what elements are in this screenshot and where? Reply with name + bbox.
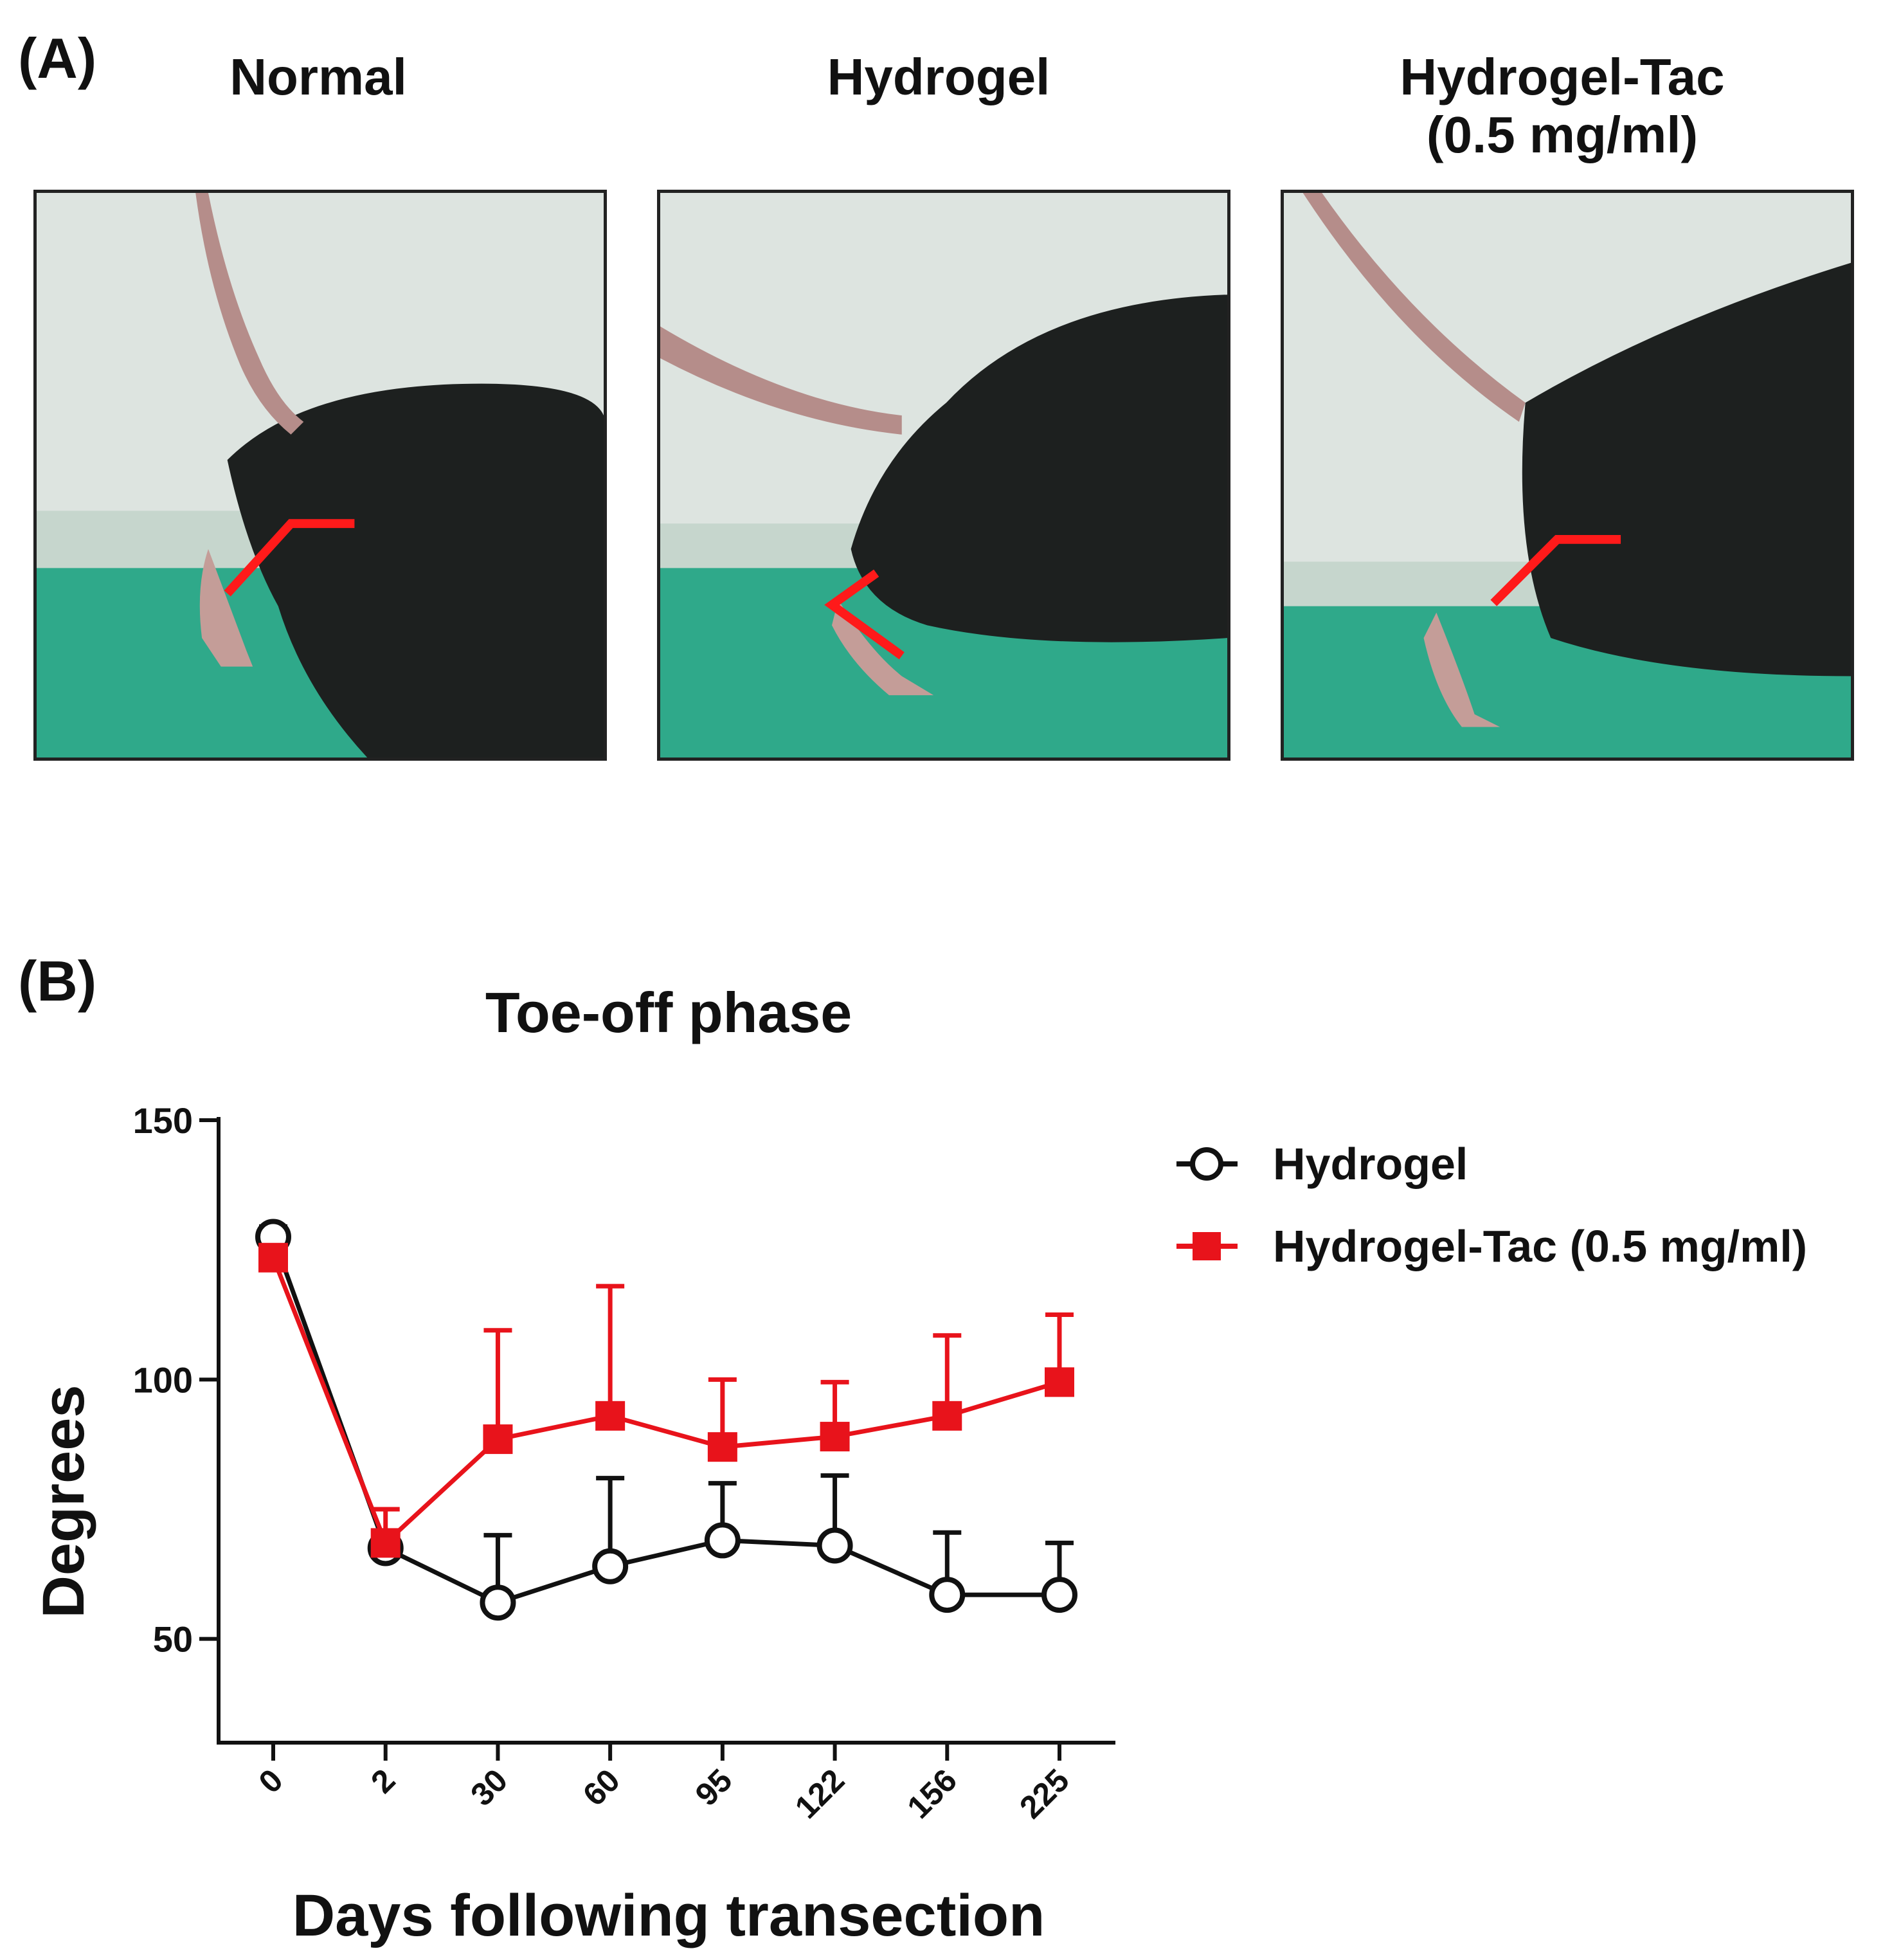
marker-hydrogel <box>929 1577 966 1613</box>
x-tick-label: 122 <box>788 1762 852 1826</box>
chart-legend: Hydrogel Hydrogel-Tac (0.5 mg/ml) <box>1176 1139 1807 1271</box>
panel-b-label: (B) <box>18 949 97 1013</box>
marker-hydrogel-tac <box>820 1422 850 1452</box>
toe-off-chart: Toe-off phase Degrees Days following tra… <box>31 981 1807 1948</box>
photo-normal <box>33 190 607 761</box>
marker-hydrogel <box>816 1527 853 1564</box>
y-tick-label: 150 <box>133 1100 193 1141</box>
plot-area <box>255 1219 1077 1621</box>
x-tick-label: 30 <box>464 1762 514 1813</box>
legend-label-hydrogel: Hydrogel <box>1273 1139 1468 1189</box>
photo-title-normal: Normal <box>230 48 407 105</box>
photo-title-hydrogel-tac: Hydrogel-Tac (0.5 mg/ml) <box>1337 48 1787 163</box>
legend-marker-hydrogel-tac <box>1193 1232 1221 1260</box>
y-tick-label: 100 <box>133 1359 193 1400</box>
x-tick-label: 95 <box>689 1762 739 1813</box>
chart-title: Toe-off phase <box>485 981 852 1044</box>
series-line-hydrogel <box>271 1236 1059 1605</box>
panel-a-label: (A) <box>18 26 97 90</box>
marker-hydrogel-tac <box>258 1242 288 1273</box>
x-tick-label: 225 <box>1013 1762 1076 1826</box>
angle-mark-normal <box>224 519 355 597</box>
legend-label-hydrogel-tac: Hydrogel-Tac (0.5 mg/ml) <box>1273 1221 1807 1271</box>
photo-title-hydrogel-tac-line2: (0.5 mg/ml) <box>1426 105 1698 163</box>
x-tick-label: 60 <box>576 1762 627 1813</box>
y-tick-label: 50 <box>153 1619 193 1660</box>
x-tick-label: 2 <box>364 1762 402 1800</box>
marker-hydrogel <box>1041 1577 1077 1613</box>
x-tick-label: 156 <box>900 1762 964 1826</box>
x-tick-label: 0 <box>252 1762 290 1800</box>
marker-hydrogel-tac <box>1045 1367 1074 1397</box>
angle-mark-hydrogel <box>824 569 905 660</box>
photo-hydrogel <box>657 190 1230 761</box>
x-axis-label: Days following transection <box>293 1883 1045 1948</box>
photo-hydrogel-tac <box>1281 190 1854 761</box>
marker-hydrogel-tac <box>483 1424 513 1455</box>
marker-hydrogel-tac <box>370 1528 401 1558</box>
marker-hydrogel-tac <box>932 1401 962 1431</box>
marker-hydrogel <box>480 1584 516 1621</box>
marker-hydrogel <box>592 1548 629 1584</box>
legend-marker-hydrogel <box>1190 1147 1223 1181</box>
y-axis-label: Degrees <box>31 1384 96 1618</box>
marker-hydrogel-tac <box>595 1401 626 1431</box>
photo-title-hydrogel-tac-line1: Hydrogel-Tac <box>1400 48 1725 105</box>
series-line-hydrogel-tac <box>271 1257 1061 1547</box>
photo-title-hydrogel: Hydrogel <box>827 48 1050 105</box>
chart-axes: 50 100 150 0 2 30 60 95 122 156 225 <box>133 1100 1115 1826</box>
marker-hydrogel <box>704 1522 741 1559</box>
marker-hydrogel-tac <box>707 1432 737 1462</box>
angle-mark-hydrogel-tac <box>1490 534 1621 606</box>
